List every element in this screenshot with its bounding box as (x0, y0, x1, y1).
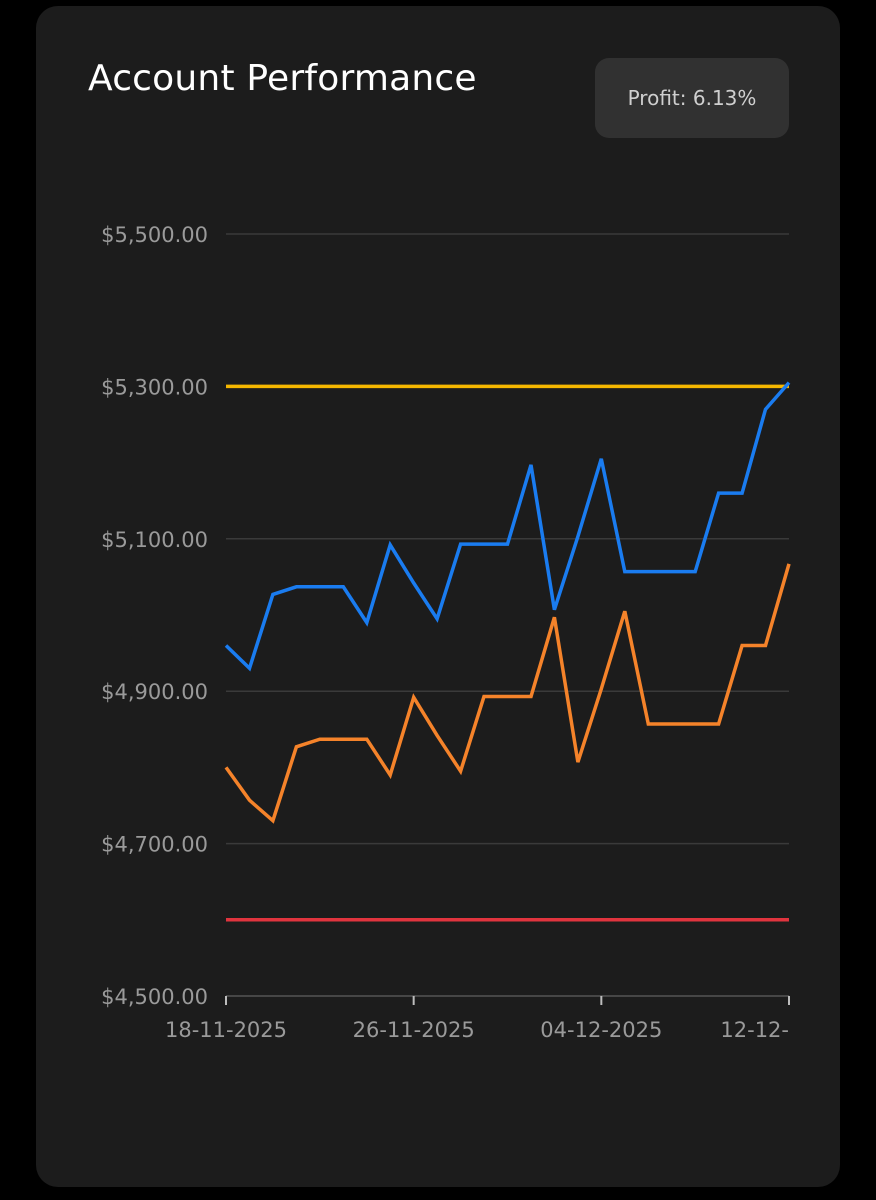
x-tick-label: 12-12- (720, 1018, 789, 1042)
performance-card: Account Performance Profit: 6.13% (36, 6, 840, 1187)
series-line-1 (224, 563, 791, 824)
reference-lines (226, 384, 789, 922)
y-tick-label: $5,100.00 (101, 528, 208, 552)
y-tick-label: $4,900.00 (101, 680, 208, 704)
y-tick-label: $5,300.00 (101, 375, 208, 399)
series-lines (224, 381, 791, 824)
y-axis-labels: $4,500.00 $4,700.00 $4,900.00 $5,100.00 $5,3… (101, 223, 208, 1009)
series-line-0 (224, 381, 791, 672)
x-tick-label: 18-11-2025 (165, 1018, 287, 1042)
y-tick-label: $5,500.00 (101, 223, 208, 247)
x-tick-label: 26-11-2025 (353, 1018, 475, 1042)
card-title: Account Performance (88, 58, 477, 99)
y-tick-label: $4,500.00 (101, 985, 208, 1009)
y-tick-label: $4,700.00 (101, 833, 208, 857)
x-axis (225, 995, 790, 1005)
x-tick-label: 04-12-2025 (540, 1018, 662, 1042)
x-axis-labels: 18-11-2025 26-11-2025 04-12-2025 12-12- (165, 1018, 789, 1042)
profit-badge: Profit: 6.13% (595, 58, 789, 138)
